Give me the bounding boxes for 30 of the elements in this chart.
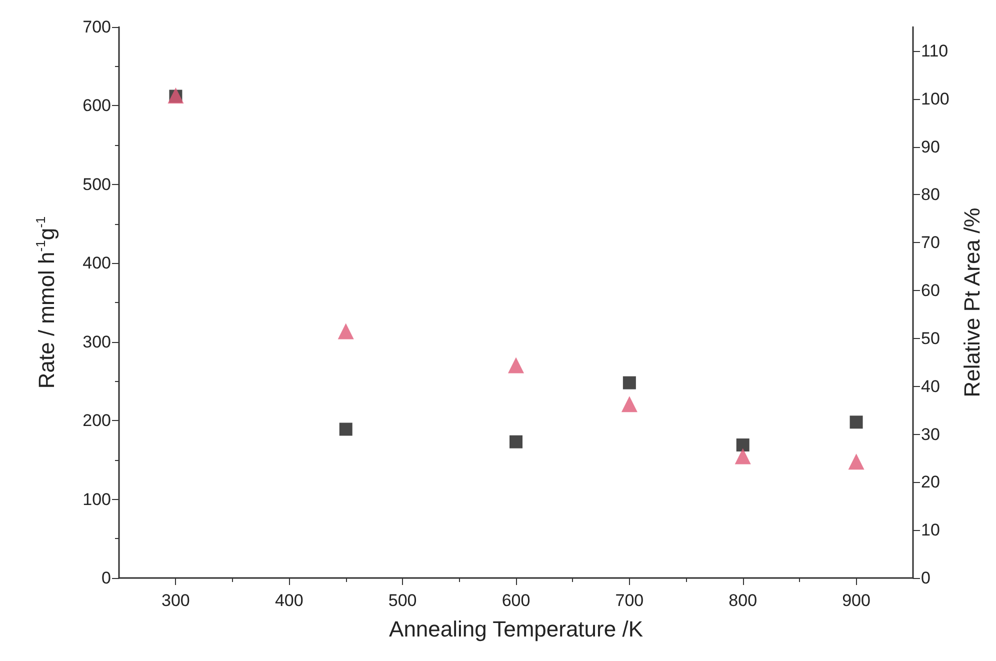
y-tick-label: 300 (82, 332, 111, 352)
x-tick-label: 300 (162, 591, 190, 610)
y-axis-title: Rate / mmol h-1g-1 (33, 216, 59, 389)
y2-tick-label: 40 (921, 376, 940, 396)
y-tick-label: 500 (82, 174, 111, 194)
y2-tick-label: 90 (921, 137, 940, 156)
y2-tick-label: 50 (921, 328, 940, 348)
x-tick-label: 800 (728, 591, 758, 610)
y-tick-label: 200 (82, 411, 111, 430)
y-tick-label: 0 (102, 568, 111, 588)
y2-tick-label: 10 (921, 520, 940, 540)
y2-tick-label: 80 (921, 185, 940, 204)
x-axis-title: Annealing Temperature /K (389, 616, 644, 642)
x-tick-label: 500 (388, 591, 417, 610)
x-tick-label: 400 (274, 591, 304, 610)
y2-tick-label: 110 (921, 41, 948, 60)
y2-tick-label: 20 (921, 472, 940, 492)
y2-tick-label: 0 (921, 568, 930, 588)
x-tick-label: 700 (615, 591, 644, 610)
y2-tick-label: 70 (921, 233, 940, 252)
y-tick-label: 400 (82, 254, 111, 273)
y-tick-label: 700 (82, 18, 111, 36)
x-tick-label: 600 (502, 591, 530, 610)
y-tick-label: 600 (82, 96, 111, 116)
y-tick-label: 100 (82, 490, 111, 509)
y2-tick-label: 100 (921, 89, 950, 108)
x-tick-label: 900 (842, 591, 870, 610)
y2-tick-label: 30 (921, 424, 940, 444)
y2-tick-label: 60 (921, 281, 940, 300)
y2-axis-title: Relative Pt Area /% (960, 208, 984, 398)
